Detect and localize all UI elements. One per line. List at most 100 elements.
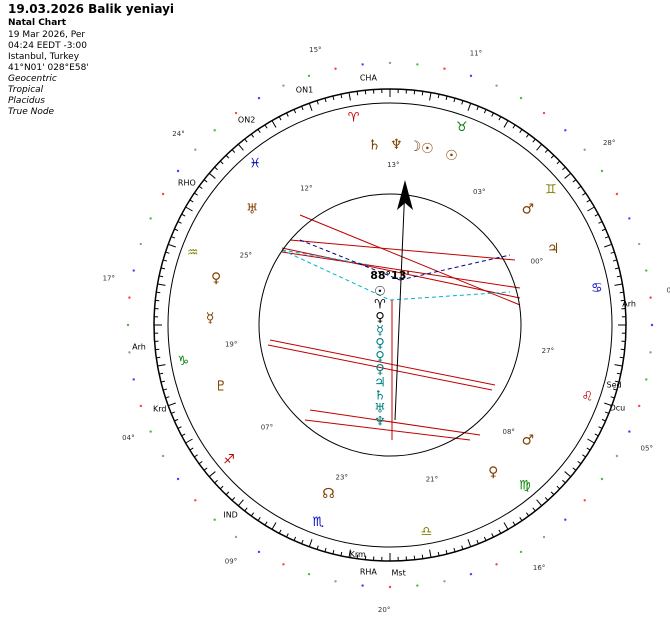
outer-dot — [139, 404, 143, 408]
degree-tick — [278, 116, 282, 121]
outer-dot — [637, 404, 641, 408]
column-glyph: ♆ — [374, 415, 386, 430]
degree-label: 25° — [240, 252, 252, 260]
column-glyph: ♀ — [375, 311, 385, 326]
degree-tick — [189, 199, 194, 203]
outer-dot — [213, 129, 216, 132]
degree-tick — [181, 433, 186, 437]
degree-tick — [429, 92, 432, 101]
degree-tick — [616, 275, 621, 278]
outer-dot — [132, 378, 135, 381]
outer-dot — [388, 585, 392, 589]
outer-dot — [519, 96, 523, 100]
degree-tick — [550, 154, 555, 159]
outer-dot — [176, 477, 180, 481]
outer-dot — [307, 572, 311, 576]
outer-dot — [194, 148, 197, 151]
degree-tick — [324, 98, 327, 103]
degree-tick — [301, 105, 304, 111]
degree-tick — [467, 103, 472, 111]
degree-label: 16° — [533, 564, 545, 572]
degree-label: 00° — [531, 258, 543, 266]
aspect-line — [299, 239, 401, 281]
setting: Tropical — [8, 85, 44, 95]
outer-dot — [132, 269, 135, 272]
degree-tick — [170, 411, 176, 414]
degree-tick — [181, 213, 186, 217]
degree-tick — [536, 143, 543, 151]
degree-tick — [231, 149, 236, 153]
point-label: ON2 — [238, 116, 255, 125]
degree-label: 04° — [122, 434, 134, 442]
degree-tick — [168, 243, 176, 248]
coords: 41°N01' 028°E58' — [8, 63, 89, 73]
degree-tick — [532, 507, 536, 512]
outer-dot — [139, 242, 143, 246]
degree-tick — [278, 529, 282, 534]
outer-dot — [645, 269, 648, 272]
outer-dot — [213, 518, 216, 521]
point-label: Mst — [392, 568, 406, 577]
degree-tick — [340, 94, 343, 99]
point-label: CHA — [360, 73, 378, 82]
degree-tick — [532, 138, 536, 143]
column-glyph: ♃ — [374, 376, 386, 391]
degree-tick — [421, 554, 424, 559]
sign-glyph: ♒ — [187, 246, 199, 261]
column-glyph: ♅ — [374, 402, 386, 417]
degree-tick — [598, 221, 603, 224]
degree-tick — [612, 259, 617, 262]
planet-glyph: ♀ — [211, 270, 221, 286]
sign-glyph: ♍ — [519, 478, 531, 493]
outer-dot — [161, 454, 165, 458]
degree-tick — [572, 467, 577, 471]
sign-glyph: ♐ — [223, 452, 235, 467]
degree-tick — [498, 116, 502, 121]
outer-dot — [282, 84, 285, 87]
degree-tick — [577, 185, 582, 190]
degree-tick — [340, 551, 343, 556]
degree-tick — [483, 109, 487, 114]
degree-label: 08° — [503, 428, 515, 436]
aspect-line — [309, 409, 481, 436]
column-glyph: ♀ — [375, 337, 385, 352]
title: 19.03.2026 Balik yeniayi — [8, 2, 175, 16]
degree-tick — [614, 380, 620, 383]
degree-tick — [616, 372, 621, 375]
degree-tick — [467, 539, 472, 547]
degree-tick — [163, 259, 168, 262]
outer-dot — [334, 580, 337, 583]
degree-tick — [174, 228, 179, 232]
degree-label: 13° — [387, 161, 399, 169]
outer-dot — [615, 192, 619, 196]
aspect-line — [299, 214, 521, 306]
degree-tick — [348, 92, 351, 101]
degree-tick — [237, 499, 244, 507]
point-label: Arh — [132, 342, 146, 351]
sign-glyph: ♎ — [421, 524, 433, 539]
aspect-lines-dark — [299, 239, 511, 281]
outer-dot — [176, 169, 180, 173]
degree-tick — [203, 179, 208, 183]
degree-tick — [177, 221, 182, 224]
sign-glyph: ♏ — [312, 515, 324, 530]
degree-tick — [244, 507, 248, 512]
degree-tick — [562, 166, 566, 171]
point-label: IND — [223, 510, 238, 519]
column-glyph: ☉ — [374, 285, 386, 300]
point-label: ON1 — [296, 86, 313, 95]
outer-dot — [443, 67, 446, 70]
outer-dot — [583, 148, 586, 151]
degree-tick — [604, 243, 612, 248]
outer-dot — [649, 351, 652, 354]
outer-dot — [361, 63, 364, 66]
degree-tick — [159, 372, 164, 375]
outer-dot — [469, 74, 473, 78]
outer-dot — [600, 169, 604, 173]
outer-dot — [542, 111, 546, 115]
outer-dot — [495, 563, 498, 566]
outer-dot — [282, 563, 285, 566]
degree-tick — [189, 447, 194, 451]
setting: Geocentric — [8, 74, 57, 84]
outer-dot — [615, 454, 619, 458]
